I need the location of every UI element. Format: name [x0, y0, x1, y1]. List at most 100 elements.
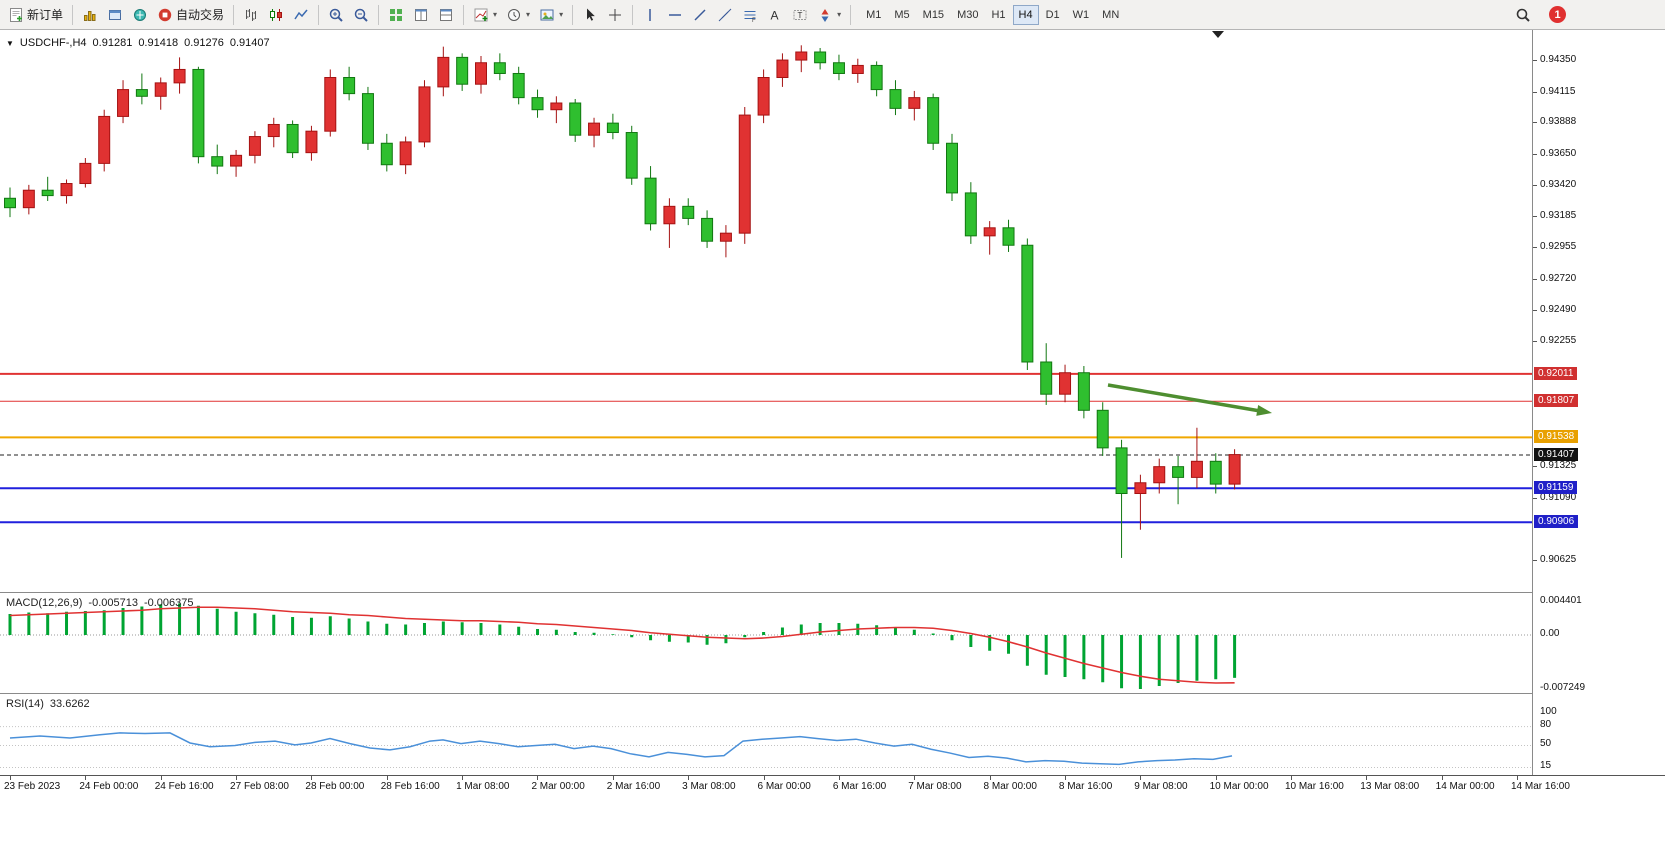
price-tick-label: 0.94115 — [1540, 85, 1576, 97]
time-axis[interactable]: 23 Feb 2023 24 Feb 00:00 24 Feb 16:00 27 Fe… — [0, 775, 1665, 794]
candlestick-chart[interactable] — [0, 30, 1532, 592]
timeframe-button-M5[interactable]: M5 — [888, 5, 915, 25]
toolbar-separator — [378, 4, 380, 25]
data-window-icon — [107, 7, 123, 23]
macd-axis-label: 0.00 — [1540, 628, 1560, 639]
timeframe-button-M30[interactable]: M30 — [951, 5, 984, 25]
candles[interactable] — [4, 45, 1241, 558]
time-label: 24 Feb 00:00 — [79, 781, 139, 792]
time-tick-mark — [1140, 776, 1142, 780]
time-label: 28 Feb 16:00 — [380, 781, 440, 792]
timeframe-button-W1[interactable]: W1 — [1067, 5, 1096, 25]
vertical-line-icon — [642, 7, 658, 23]
cursor-button[interactable] — [578, 3, 602, 27]
navigator-button[interactable] — [128, 3, 152, 27]
tile-horizontally-button[interactable] — [434, 3, 458, 27]
toolbar-separator — [72, 4, 74, 25]
autotrading-button[interactable]: 自动交易 — [153, 3, 228, 27]
time-label: 7 Mar 08:00 — [908, 781, 962, 792]
rsi-panel[interactable]: RSI(14) 33.6262 — [0, 693, 1532, 777]
zoom-out-button[interactable] — [349, 3, 373, 27]
text-label-icon: T — [792, 7, 808, 23]
candlestick-chart-icon — [268, 7, 284, 23]
market-watch-button[interactable] — [78, 3, 102, 27]
price-tick-mark — [1533, 497, 1537, 499]
timeframe-button-H1[interactable]: H1 — [985, 5, 1011, 25]
zoom-in-button[interactable] — [324, 3, 348, 27]
rsi-chart[interactable] — [0, 694, 1532, 777]
tile-windows-icon — [388, 7, 404, 23]
trendline-button[interactable] — [688, 3, 712, 27]
time-label: 8 Mar 16:00 — [1058, 781, 1113, 792]
time-tick-mark — [537, 776, 539, 780]
time-tick-mark — [160, 776, 162, 780]
timeframe-button-M15[interactable]: M15 — [917, 5, 950, 25]
time-label: 28 Feb 00:00 — [305, 781, 365, 792]
macd-chart[interactable] — [0, 593, 1532, 693]
search-button[interactable] — [1511, 3, 1535, 27]
symbol-dropdown-icon[interactable]: ▼ — [6, 38, 14, 48]
time-tick-mark — [1366, 776, 1368, 780]
price-chart-panel[interactable]: ▼ USDCHF-,H4 0.91281 0.91418 0.91276 0.9… — [0, 30, 1532, 592]
horizontal-line-button[interactable] — [663, 3, 687, 27]
data-window-button[interactable] — [103, 3, 127, 27]
templates-button[interactable]: ▾ — [535, 3, 567, 27]
price-tick-mark — [1533, 247, 1537, 249]
price-line-badge: 0.92011 — [1534, 366, 1578, 380]
timeframe-button-M1[interactable]: M1 — [860, 5, 887, 25]
time-label: 10 Mar 00:00 — [1209, 781, 1269, 792]
price-tick-mark — [1533, 465, 1537, 467]
time-tick-mark — [688, 776, 690, 780]
candlestick-mode-button[interactable] — [264, 3, 288, 27]
symbol-label: USDCHF-,H4 — [19, 37, 87, 49]
time-label: 10 Mar 16:00 — [1284, 781, 1344, 792]
toolbar-separator — [463, 4, 465, 25]
crosshair-button[interactable] — [603, 3, 627, 27]
price-tick-mark — [1533, 91, 1537, 93]
text-icon: A — [767, 7, 783, 23]
arrows-icon — [817, 7, 833, 23]
chart-shift-marker[interactable] — [1212, 31, 1224, 38]
trendline-icon — [692, 7, 708, 23]
tile-vertically-button[interactable] — [409, 3, 433, 27]
ohlc-open: 0.91281 — [92, 37, 133, 49]
line-chart-mode-button[interactable] — [289, 3, 313, 27]
text-label-button[interactable]: T — [788, 3, 812, 27]
time-label: 14 Mar 16:00 — [1511, 781, 1570, 792]
channel-button[interactable] — [713, 3, 737, 27]
dropdown-caret-icon: ▾ — [526, 10, 531, 19]
timeframe-button-D1[interactable]: D1 — [1040, 5, 1066, 25]
tile-vertically-icon — [413, 7, 429, 23]
toolbar-separator — [318, 4, 320, 25]
price-tick-mark — [1533, 184, 1537, 186]
price-tick-label: 0.91325 — [1540, 459, 1577, 471]
autotrading-label: 自动交易 — [176, 8, 225, 22]
navigator-icon — [132, 7, 148, 23]
indicators-button[interactable]: ▾ — [469, 3, 501, 27]
tile-windows-button[interactable] — [384, 3, 408, 27]
time-label: 1 Mar 08:00 — [456, 781, 510, 792]
trend-arrow-annotation[interactable] — [1107, 383, 1264, 414]
macd-value-main: -0.005713 — [88, 597, 138, 609]
price-axis[interactable]: 0.94350 0.94115 0.93888 0.93650 0.93420 0.931… — [1532, 30, 1665, 775]
fibonacci-button[interactable]: F — [738, 3, 762, 27]
main-toolbar: 新订单 自动交易 ▾ ▾ ▾ F A T ▾ — [0, 0, 1665, 30]
time-label: 2 Mar 00:00 — [531, 781, 585, 792]
new-order-button[interactable]: 新订单 — [4, 3, 67, 27]
arrows-button[interactable]: ▾ — [813, 3, 845, 27]
timeframe-button-MN[interactable]: MN — [1096, 5, 1125, 25]
bar-chart-mode-button[interactable] — [239, 3, 263, 27]
text-button[interactable]: A — [763, 3, 787, 27]
price-line-badge: 0.90906 — [1534, 515, 1579, 529]
notification-badge[interactable]: 1 — [1549, 6, 1566, 23]
macd-panel[interactable]: MACD(12,26,9) -0.005713 -0.006375 — [0, 592, 1532, 693]
vertical-line-button[interactable] — [638, 3, 662, 27]
periods-button[interactable]: ▾ — [502, 3, 534, 27]
timeframe-button-H4[interactable]: H4 — [1012, 4, 1039, 25]
price-tick-mark — [1533, 309, 1537, 311]
time-tick-mark — [85, 776, 87, 780]
time-tick-mark — [1290, 776, 1292, 780]
macd-label: MACD(12,26,9) -0.005713 -0.006375 — [6, 597, 194, 609]
price-line-badge: 0.91807 — [1534, 394, 1579, 408]
